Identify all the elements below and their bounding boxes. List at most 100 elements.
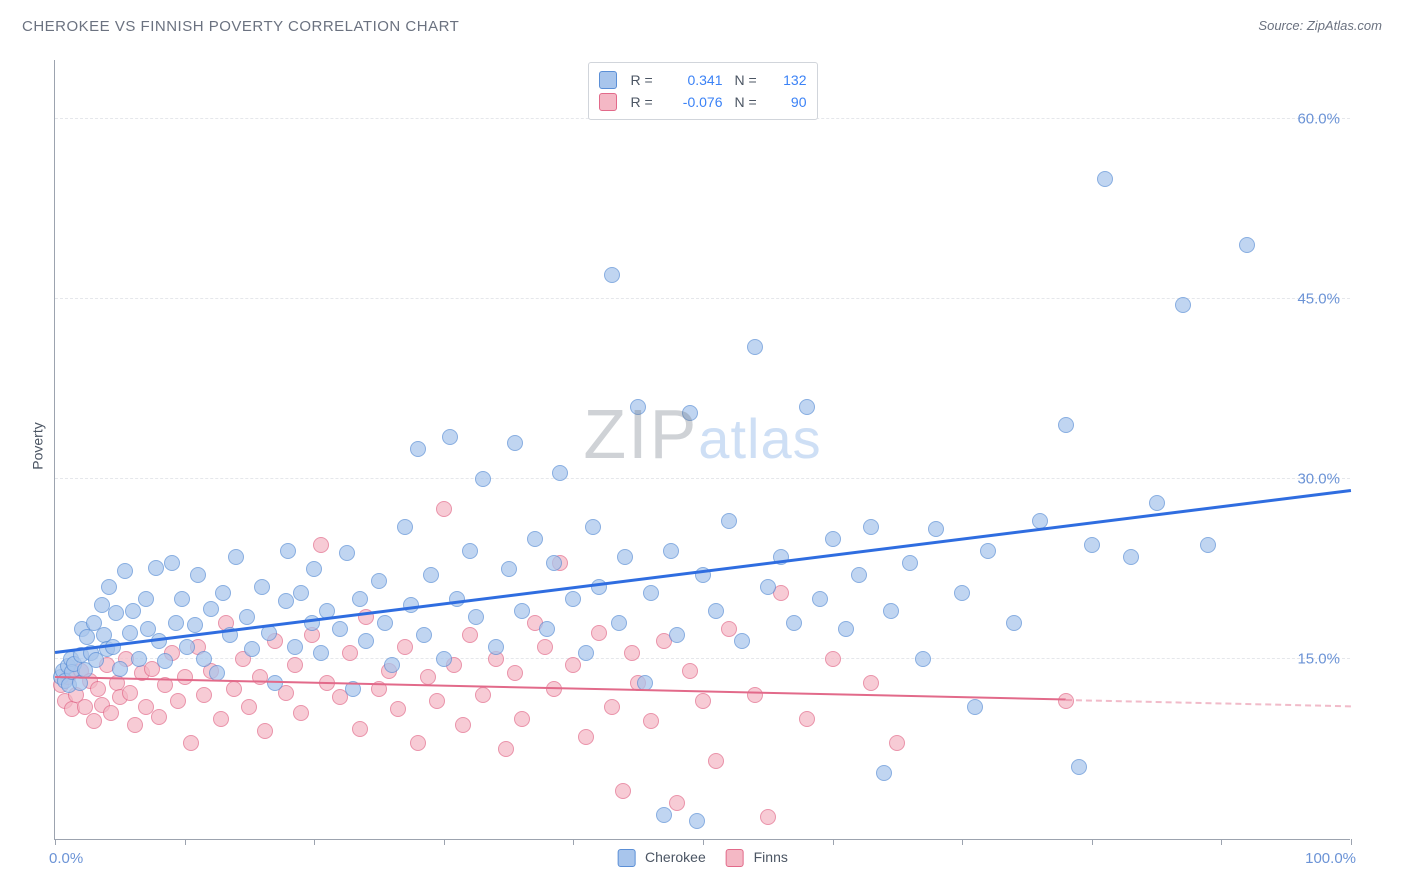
- y-tick-label: 45.0%: [1297, 291, 1340, 308]
- scatter-point: [604, 267, 620, 283]
- scatter-point: [306, 561, 322, 577]
- scatter-point: [721, 621, 737, 637]
- scatter-point: [507, 665, 523, 681]
- legend-item-cherokee: Cherokee: [617, 849, 706, 867]
- scatter-point: [546, 555, 562, 571]
- scatter-point: [196, 687, 212, 703]
- scatter-point: [436, 501, 452, 517]
- scatter-point: [825, 531, 841, 547]
- scatter-point: [682, 405, 698, 421]
- scatter-point: [708, 603, 724, 619]
- scatter-point: [760, 809, 776, 825]
- scatter-point: [117, 563, 133, 579]
- r-label: R =: [631, 94, 659, 110]
- scatter-point: [352, 721, 368, 737]
- legend-item-finns: Finns: [726, 849, 788, 867]
- scatter-point: [462, 627, 478, 643]
- y-tick-label: 60.0%: [1297, 111, 1340, 128]
- n-value-cherokee: 132: [771, 72, 807, 88]
- scatter-point: [604, 699, 620, 715]
- scatter-point: [708, 753, 724, 769]
- scatter-point: [611, 615, 627, 631]
- scatter-point: [514, 711, 530, 727]
- scatter-point: [203, 601, 219, 617]
- scatter-point: [1200, 537, 1216, 553]
- trend-line-extrapolated: [1066, 699, 1351, 707]
- scatter-point: [254, 579, 270, 595]
- scatter-point: [190, 567, 206, 583]
- trend-line: [55, 489, 1351, 653]
- scatter-point: [475, 471, 491, 487]
- scatter-point: [410, 735, 426, 751]
- scatter-point: [280, 543, 296, 559]
- scatter-point: [377, 615, 393, 631]
- scatter-point: [332, 621, 348, 637]
- y-axis-label: Poverty: [30, 422, 46, 469]
- scatter-point: [455, 717, 471, 733]
- gridline: [55, 478, 1350, 479]
- scatter-point: [786, 615, 802, 631]
- scatter-point: [462, 543, 478, 559]
- scatter-point: [825, 651, 841, 667]
- scatter-point: [313, 645, 329, 661]
- legend-swatch-finns: [726, 849, 744, 867]
- scatter-point: [177, 669, 193, 685]
- scatter-point: [352, 591, 368, 607]
- scatter-point: [537, 639, 553, 655]
- scatter-point: [747, 687, 763, 703]
- scatter-point: [689, 813, 705, 829]
- scatter-point: [442, 429, 458, 445]
- scatter-point: [630, 399, 646, 415]
- legend-swatch-finns: [599, 93, 617, 111]
- scatter-point: [1123, 549, 1139, 565]
- scatter-point: [889, 735, 905, 751]
- scatter-point: [410, 441, 426, 457]
- scatter-point: [488, 639, 504, 655]
- scatter-point: [1071, 759, 1087, 775]
- scatter-point: [1175, 297, 1191, 313]
- source-attribution: Source: ZipAtlas.com: [1258, 18, 1382, 33]
- scatter-point: [420, 669, 436, 685]
- correlation-legend-row: R = 0.341 N = 132: [599, 69, 807, 91]
- correlation-legend-row: R = -0.076 N = 90: [599, 91, 807, 113]
- legend-label-cherokee: Cherokee: [645, 849, 706, 865]
- scatter-point: [122, 625, 138, 641]
- scatter-point: [342, 645, 358, 661]
- scatter-point: [617, 549, 633, 565]
- scatter-point: [90, 681, 106, 697]
- correlation-legend: R = 0.341 N = 132 R = -0.076 N = 90: [588, 62, 818, 120]
- scatter-point: [196, 651, 212, 667]
- scatter-point: [187, 617, 203, 633]
- scatter-point: [228, 549, 244, 565]
- scatter-point: [812, 591, 828, 607]
- scatter-point: [257, 723, 273, 739]
- n-value-finns: 90: [771, 94, 807, 110]
- scatter-point: [591, 625, 607, 641]
- scatter-point: [624, 645, 640, 661]
- scatter-point: [507, 435, 523, 451]
- scatter-point: [695, 693, 711, 709]
- legend-swatch-cherokee: [617, 849, 635, 867]
- scatter-point: [108, 605, 124, 621]
- x-tick-mark: [962, 839, 963, 845]
- n-label: N =: [735, 94, 763, 110]
- legend-label-finns: Finns: [754, 849, 788, 865]
- scatter-point: [1149, 495, 1165, 511]
- x-axis-min-label: 0.0%: [49, 850, 83, 867]
- scatter-point: [501, 561, 517, 577]
- scatter-point: [79, 629, 95, 645]
- scatter-point: [1058, 417, 1074, 433]
- scatter-point: [103, 705, 119, 721]
- scatter-point: [514, 603, 530, 619]
- scatter-point: [241, 699, 257, 715]
- scatter-point: [151, 709, 167, 725]
- scatter-point: [86, 713, 102, 729]
- x-tick-mark: [703, 839, 704, 845]
- scatter-point: [498, 741, 514, 757]
- series-legend: Cherokee Finns: [617, 849, 788, 867]
- scatter-point: [539, 621, 555, 637]
- x-tick-mark: [314, 839, 315, 845]
- scatter-point: [436, 651, 452, 667]
- x-tick-mark: [55, 839, 56, 845]
- x-tick-mark: [573, 839, 574, 845]
